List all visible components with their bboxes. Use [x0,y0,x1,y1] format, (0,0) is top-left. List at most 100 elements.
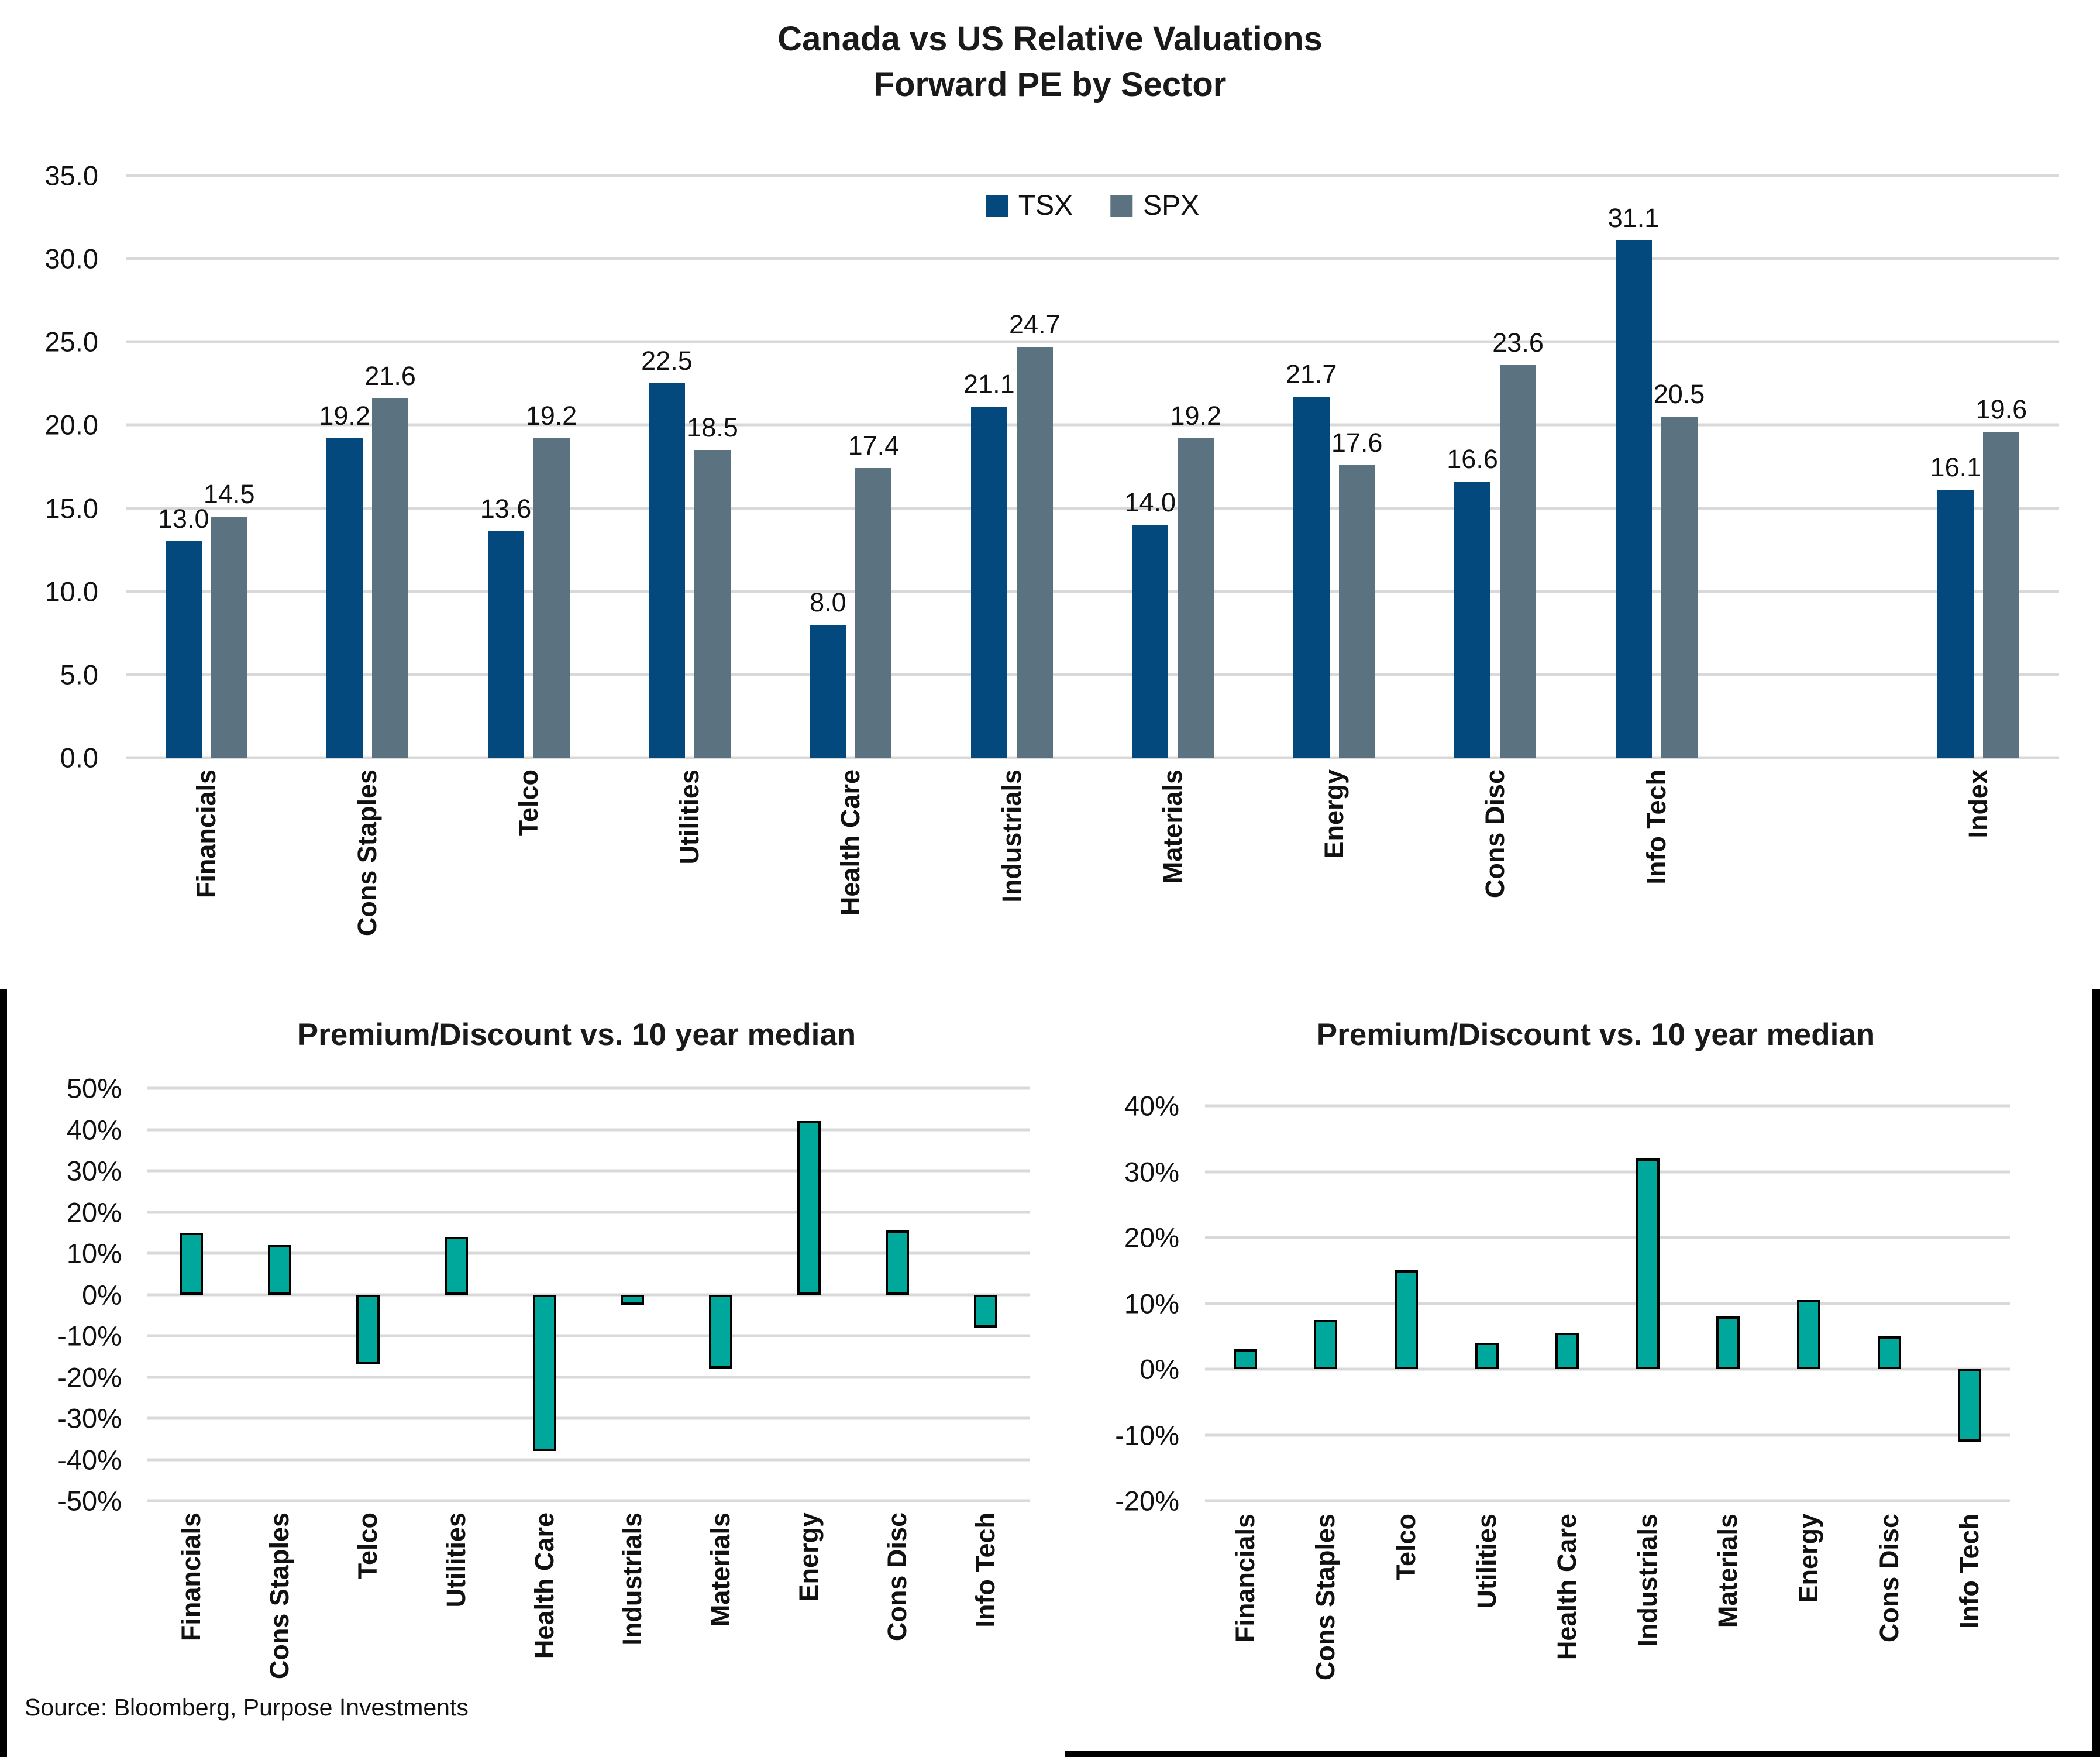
data-label: 18.5 [687,412,738,443]
y-tick-label: 40% [1124,1090,1179,1122]
y-axis-labels: 40% 30% 20% 10% 0% -10% -20% [1065,1091,1192,1517]
gridline [1205,1367,2010,1371]
bar-tsx-utilities [648,383,685,758]
y-tick-label: -20% [57,1361,122,1392]
bar-group [412,1088,500,1501]
gridline [147,1499,1030,1502]
bar-spx-energy [1338,465,1375,758]
bars-layer [147,1088,1030,1501]
gridline [147,1128,1030,1131]
bar-group [1366,1106,1447,1501]
x-axis-labels: Financials Cons Staples Telco Utilities Heal… [126,769,2059,998]
x-axis-label: Health Care [835,769,866,916]
x-axis-label: Utilities [1471,1514,1502,1609]
data-label: 22.5 [641,346,693,376]
gridline [126,340,2059,343]
data-label: 19.2 [1170,401,1222,431]
x-axis-label: Utilities [674,769,704,865]
gridline [147,1334,1030,1337]
bar-telco [356,1294,380,1365]
bar-group [324,1088,412,1501]
chart-title-line2: Forward PE by Sector [873,66,1227,104]
x-axis-label: Financials [176,1512,206,1642]
bar-group [765,1088,853,1501]
gridline [1205,1302,2010,1305]
gridline [147,1211,1030,1213]
plot-area [1205,1104,2010,1502]
bar-tsx-health-care [810,624,846,758]
bar-energy [1796,1299,1820,1369]
data-label: 13.0 [157,504,209,534]
gridline [1205,1104,2010,1108]
bar-spx-financials [211,516,247,758]
y-axis-labels: 35.0 30.0 25.0 20.0 15.0 10.0 5.0 0.0 [0,160,111,773]
premium-discount-spx-panel: Premium/Discount vs. 10 year median 40% 3… [1065,989,2100,1757]
gridline [126,673,2059,676]
bar-utilities [1475,1343,1499,1369]
legend: TSX SPX [985,190,1199,222]
tsx-swatch [985,194,1008,217]
bar-group [1527,1106,1607,1501]
legend-item-spx: SPX [1110,190,1199,222]
bar-group [1849,1106,1930,1501]
bar-tsx-cons-disc [1454,482,1491,758]
data-label: 16.6 [1447,444,1498,475]
gridline [126,174,2059,177]
bar-financials [1233,1349,1257,1369]
y-tick-label: 0% [1139,1353,1179,1385]
bar-group: 19.2 21.6 [287,176,447,758]
bar-spx-cons-disc [1500,365,1537,758]
bar-spx-info-tech [1661,417,1698,758]
x-axis-label: Cons Disc [1874,1514,1904,1643]
x-axis-label: Telco [1390,1514,1421,1581]
bar-group [147,1088,236,1501]
data-label: 19.6 [1975,394,2027,424]
chart-title-line1: Canada vs US Relative Valuations [777,20,1323,58]
bar-tsx-telco [487,531,524,758]
y-tick-label: 10% [1124,1288,1179,1319]
gridline [126,257,2059,260]
gridline [1205,1236,2010,1239]
bars-layer [1205,1106,2010,1501]
gridline [147,1293,1030,1296]
bar-telco [1394,1270,1418,1369]
y-tick-label: 0% [82,1279,122,1310]
bar-tsx-info-tech [1615,240,1652,758]
x-axis-label: Telco [352,1512,383,1580]
gridline [147,1086,1030,1090]
gridline [147,1169,1030,1173]
bar-spx-utilities [694,450,731,758]
premium-discount-spx-chart: 40% 30% 20% 10% 0% -10% -20% Financials Cons St… [1065,989,2092,1751]
gridline [147,1251,1030,1255]
x-axis-label: Industrials [617,1512,648,1646]
bar-group [853,1088,941,1501]
x-axis-label: Industrials [1632,1514,1662,1647]
bar-spx-telco [533,438,570,758]
gridline [126,423,2059,427]
x-axis-label: Energy [1793,1514,1823,1603]
x-axis-label: Financials [1230,1514,1260,1643]
y-tick-label: -30% [57,1402,122,1434]
x-axis-labels: Financials Cons Staples Telco Utilities Heal… [1205,1514,2010,1748]
x-axis-label: Cons Disc [1480,769,1510,899]
bar-tsx-industrials [970,407,1007,758]
bar-utilities [444,1236,468,1295]
bar-group [1447,1106,1527,1501]
data-label: 14.5 [203,479,255,509]
gridline [126,756,2059,759]
y-tick-label: 25.0 [44,326,98,357]
bar-group: 22.5 18.5 [609,176,770,758]
y-tick-label: 5.0 [60,659,98,690]
legend-label-tsx: TSX [1018,190,1073,221]
spx-swatch [1110,194,1133,217]
bar-group: 8.0 17.4 [770,176,931,758]
y-tick-label: 30% [1124,1156,1179,1187]
bars-layer: 13.0 14.5 19.2 21.6 13.6 19.2 22.5 18.5 8.0 17.4 2… [126,176,2059,758]
x-axis-label: Materials [705,1512,736,1627]
bar-cons-staples [1314,1319,1338,1369]
bar-group [1768,1106,1849,1501]
bar-financials [180,1232,204,1295]
x-axis-label: Cons Staples [264,1512,295,1680]
bar-group [236,1088,324,1501]
